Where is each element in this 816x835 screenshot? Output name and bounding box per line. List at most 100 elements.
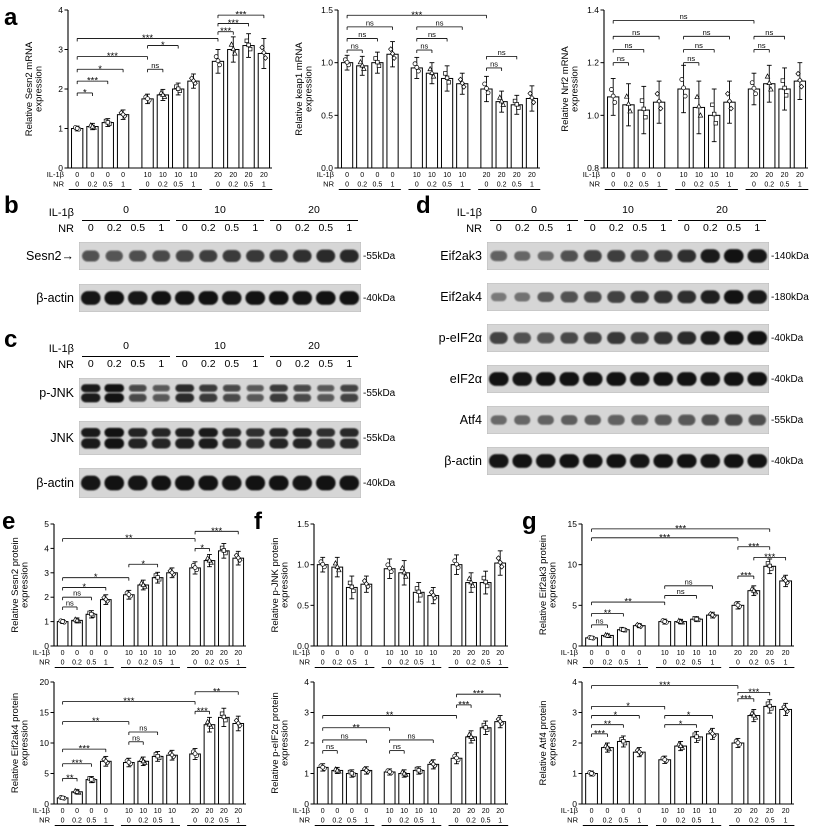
- svg-text:10: 10: [693, 650, 701, 657]
- bar: [123, 594, 135, 647]
- svg-text:20: 20: [220, 650, 228, 657]
- protein-band: [700, 454, 721, 468]
- sig-label: ns: [139, 724, 147, 733]
- protein-band: [560, 291, 578, 303]
- data-point: [497, 718, 503, 725]
- y-tick-label: 0.5: [297, 600, 309, 610]
- protein-band: [222, 428, 242, 437]
- sig-label: ns: [66, 598, 74, 607]
- svg-text:0.5: 0.5: [414, 660, 424, 667]
- kda-marker: -180kDa: [771, 291, 809, 303]
- data-point: [589, 771, 594, 776]
- data-point: [89, 777, 94, 782]
- y-axis-label: Relative keap1 mRNA: [294, 42, 305, 136]
- protein-band: [199, 384, 218, 392]
- sig-label: *: [626, 701, 630, 712]
- svg-text:20: 20: [482, 650, 490, 657]
- svg-text:20: 20: [750, 808, 758, 815]
- data-point: [454, 561, 459, 567]
- bar: [227, 49, 240, 169]
- data-point: [696, 102, 702, 109]
- bar: [86, 126, 99, 169]
- protein-band: [317, 394, 335, 402]
- svg-text:20: 20: [467, 650, 475, 657]
- protein-band: [245, 438, 265, 449]
- group-underline: [490, 220, 578, 221]
- svg-text:20: 20: [498, 172, 506, 179]
- y-tick-label: 1.0: [321, 58, 333, 68]
- protein-band: [631, 414, 649, 426]
- bar: [479, 727, 492, 805]
- svg-text:20: 20: [734, 808, 742, 815]
- sig-label: ***: [740, 693, 751, 704]
- protein-band: [584, 415, 602, 425]
- bar: [187, 80, 200, 169]
- svg-text:0: 0: [75, 182, 79, 189]
- protein-band: [512, 454, 533, 468]
- svg-text:1: 1: [498, 818, 502, 825]
- protein-band: [488, 454, 509, 468]
- protein-band: [630, 332, 649, 344]
- protein-band: [152, 384, 170, 392]
- svg-text:0: 0: [321, 660, 325, 667]
- data-point: [481, 575, 486, 581]
- protein-band: [560, 250, 578, 262]
- svg-text:1: 1: [431, 660, 435, 667]
- svg-text:10: 10: [680, 172, 688, 179]
- protein-band: [269, 249, 288, 263]
- kda-marker: -55kDa: [363, 387, 396, 399]
- data-point: [713, 121, 718, 126]
- data-point: [232, 50, 238, 56]
- bar: [412, 769, 425, 805]
- data-point: [320, 561, 326, 567]
- svg-text:20: 20: [528, 172, 536, 179]
- protein-band: [606, 372, 627, 386]
- sig-label: ns: [498, 48, 506, 57]
- protein-band: [514, 292, 531, 302]
- data-point: [627, 107, 633, 114]
- protein-band: [292, 428, 312, 437]
- data-point: [784, 93, 789, 98]
- data-point: [446, 80, 451, 85]
- svg-text:0.2: 0.2: [357, 182, 367, 189]
- bar: [101, 122, 114, 169]
- protein-band: [582, 372, 603, 386]
- sig-label: ***: [211, 526, 222, 537]
- protein-band: [292, 475, 313, 491]
- bar: [99, 599, 112, 647]
- data-point: [262, 55, 269, 61]
- protein-label: β-actin: [36, 476, 74, 490]
- protein-label: β-actin: [36, 291, 74, 305]
- sig-label: ***: [458, 699, 469, 710]
- y-axis-label: Relative Eif2ak3 protein: [538, 535, 549, 635]
- svg-text:20: 20: [234, 650, 242, 657]
- protein-band: [339, 428, 359, 437]
- y-tick-label: 1: [572, 769, 577, 779]
- bar: [456, 83, 469, 169]
- protein-band: [81, 438, 101, 449]
- svg-text:1: 1: [104, 818, 108, 825]
- svg-text:0.5: 0.5: [709, 182, 719, 189]
- svg-text:0: 0: [193, 818, 197, 825]
- svg-text:0: 0: [61, 808, 65, 815]
- data-point: [604, 632, 611, 638]
- blot-strip: [487, 324, 769, 352]
- sig-label: ***: [473, 689, 484, 700]
- bar: [706, 614, 719, 647]
- y-tick-label: 1.0: [297, 560, 309, 570]
- data-point: [388, 46, 394, 53]
- protein-band: [269, 428, 289, 437]
- svg-text:0.2: 0.2: [603, 660, 613, 667]
- svg-text:0: 0: [345, 172, 349, 179]
- bar: [440, 77, 454, 169]
- il1b-row-label: IL-1β: [583, 170, 601, 179]
- y-tick-label: 0.0: [321, 163, 333, 173]
- svg-text:20: 20: [234, 808, 242, 815]
- svg-text:0: 0: [335, 808, 339, 815]
- data-point: [621, 739, 626, 744]
- nr-row-label: NR: [323, 180, 334, 189]
- protein-band: [82, 250, 100, 262]
- protein-band: [559, 454, 580, 468]
- group-underline: [270, 220, 358, 221]
